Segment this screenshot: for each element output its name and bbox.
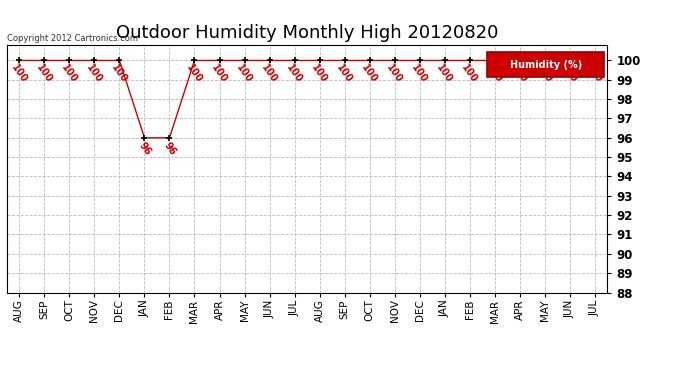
Text: 100: 100 <box>585 63 604 85</box>
Text: Copyright 2012 Cartronics.com: Copyright 2012 Cartronics.com <box>7 33 138 42</box>
Text: 100: 100 <box>310 63 329 85</box>
Title: Outdoor Humidity Monthly High 20120820: Outdoor Humidity Monthly High 20120820 <box>116 24 498 42</box>
Text: 100: 100 <box>110 63 129 85</box>
Text: 100: 100 <box>560 63 580 85</box>
Text: 100: 100 <box>460 63 480 85</box>
Text: 100: 100 <box>359 63 380 85</box>
Text: 100: 100 <box>385 63 404 85</box>
Text: 100: 100 <box>535 63 555 85</box>
Text: 100: 100 <box>210 63 229 85</box>
Text: 100: 100 <box>34 63 55 85</box>
Text: 100: 100 <box>435 63 455 85</box>
Text: 100: 100 <box>485 63 504 85</box>
Text: 100: 100 <box>235 63 255 85</box>
Text: 100: 100 <box>59 63 79 85</box>
Text: 96: 96 <box>161 140 177 157</box>
Text: 100: 100 <box>410 63 429 85</box>
Text: 100: 100 <box>510 63 529 85</box>
FancyBboxPatch shape <box>487 53 604 77</box>
Text: 100: 100 <box>185 63 204 85</box>
Text: Humidity (%): Humidity (%) <box>509 60 582 70</box>
Text: 100: 100 <box>285 63 304 85</box>
Text: 96: 96 <box>137 140 152 157</box>
Text: 100: 100 <box>259 63 279 85</box>
Text: 100: 100 <box>85 63 104 85</box>
Text: 100: 100 <box>335 63 355 85</box>
Text: 100: 100 <box>10 63 29 85</box>
